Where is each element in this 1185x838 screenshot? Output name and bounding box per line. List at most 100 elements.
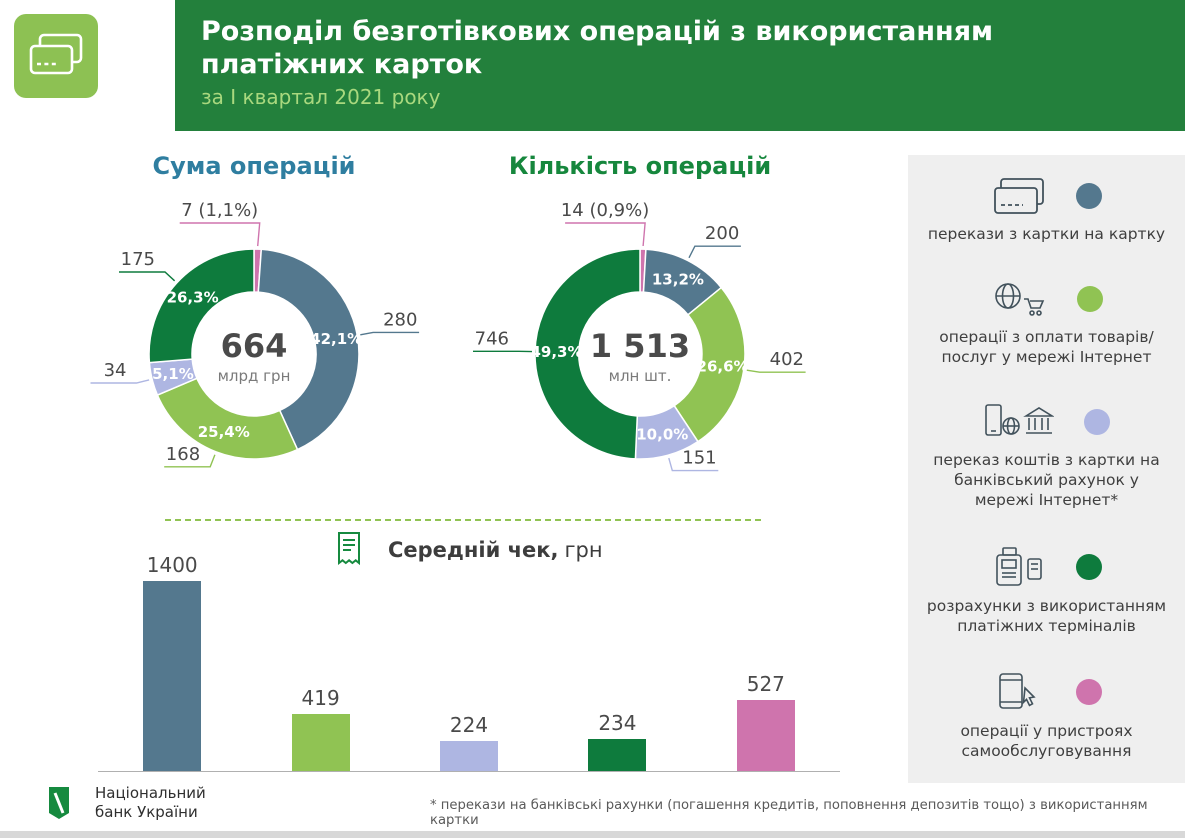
footnote: * перекази на банківські рахунки (погаше… xyxy=(430,798,1148,828)
donut-segment-green_dark xyxy=(534,248,641,460)
callout-line xyxy=(668,457,719,472)
donut-segment-green_dark xyxy=(148,248,255,364)
bar-slate xyxy=(143,581,202,771)
legend-item-3: розрахунки з використанням платіжних тер… xyxy=(920,546,1173,636)
legend-item-1: операції з оплати товарів/ послуг у мере… xyxy=(920,280,1173,367)
bar-value-label: 224 xyxy=(449,712,489,737)
donut-center-unit: млрд грн xyxy=(218,367,291,385)
donut-svg-count: 14 (0,9%) 13,2% 200 26,6% 402 10,0% 151 49,3% 74… xyxy=(473,200,806,472)
bar-pink xyxy=(736,699,795,771)
donut-callout: 746 xyxy=(475,328,509,349)
card-transfer-icon xyxy=(992,177,1046,215)
callout-line xyxy=(688,245,741,259)
nbu-name-line2: банк України xyxy=(95,802,198,821)
donut-center-value: 664 xyxy=(221,327,288,365)
donut-callout: 402 xyxy=(770,349,804,370)
donut-center-value: 1 513 xyxy=(590,327,690,365)
donut-title-count: Кількість операцій xyxy=(508,152,772,180)
bar-value-label: 1400 xyxy=(146,553,198,577)
internet-shopping-icon xyxy=(991,280,1047,318)
legend-row xyxy=(992,546,1102,587)
callout-line xyxy=(179,222,261,247)
legend-label: розрахунки з використанням платіжних тер… xyxy=(926,596,1167,635)
donut-segment-slate xyxy=(257,248,360,451)
donut-pct-label: 5,1% xyxy=(152,365,194,383)
donut-center-unit: млн шт. xyxy=(609,367,672,385)
donut-pct-label: 26,6% xyxy=(697,358,749,376)
legend-dot-pink xyxy=(1075,678,1102,705)
header: Розподіл безготівкових операцій з викори… xyxy=(175,0,1185,131)
donut-pct-label: 49,3% xyxy=(530,343,582,361)
nbu-footer: Національний банк України xyxy=(32,784,206,822)
card-icon xyxy=(29,33,83,75)
donut-title-sum: Сума операцій xyxy=(152,152,356,180)
callout-line xyxy=(746,369,806,373)
donut-chart-sum: Сума операцій 7 (1,1%) 42,1% 280 25,4% 168 5,… xyxy=(72,148,436,526)
bar-value-label: 234 xyxy=(598,711,637,736)
average-check-title: Середній чек, грн xyxy=(322,531,603,569)
average-check-unit: грн xyxy=(564,538,603,562)
bar-cell-3: 234 xyxy=(543,711,691,771)
legend-row xyxy=(992,672,1102,712)
legend-item-0: перекази з картки на картку xyxy=(920,177,1173,244)
donut-callout: 151 xyxy=(682,448,716,469)
legend-item-4: операції у пристроях самообслуговування xyxy=(920,672,1173,761)
bar-lavender xyxy=(440,740,499,771)
page-title-line2: платіжних карток xyxy=(201,49,483,81)
legend-label: перекази з картки на картку xyxy=(927,225,1166,243)
donut-callout: 34 xyxy=(104,360,127,381)
donut-callout: 14 (0,9%) xyxy=(561,200,649,221)
page-subtitle: за І квартал 2021 року xyxy=(201,84,441,109)
dashed-separator xyxy=(165,519,761,521)
legend-dot-green_light xyxy=(1076,286,1103,313)
legend-row xyxy=(984,403,1110,441)
average-check-bar-chart: 1400 419 224 234 527 xyxy=(98,546,840,772)
legend-dot-green_dark xyxy=(1075,553,1102,580)
callout-line xyxy=(565,222,646,247)
donut-callout: 280 xyxy=(383,309,417,330)
bar-value-label: 527 xyxy=(746,671,785,696)
donut-callout: 168 xyxy=(166,444,200,465)
donut-callout: 175 xyxy=(121,249,155,270)
donut-chart-count: Кількість операцій 14 (0,9%) 13,2% 200 26,6… xyxy=(458,148,822,526)
bar-value-label: 419 xyxy=(301,686,340,711)
donut-callout: 200 xyxy=(705,223,739,244)
legend-panel: перекази з картки на картку операції з оп… xyxy=(908,155,1185,783)
bar-cell-1: 419 xyxy=(246,686,394,771)
legend-row xyxy=(992,177,1102,215)
donut-pct-label: 26,3% xyxy=(167,288,219,306)
legend-row xyxy=(991,280,1103,318)
callout-line xyxy=(90,379,150,384)
card-to-bank-icon xyxy=(984,403,1054,441)
bar-cell-0: 1400 xyxy=(98,553,246,771)
legend-item-2: переказ коштів з картки на банківський р… xyxy=(920,403,1173,510)
legend-label: операції з оплати товарів/ послуг у мере… xyxy=(939,328,1154,367)
legend-label: переказ коштів з картки на банківський р… xyxy=(933,451,1160,510)
donut-pct-label: 42,1% xyxy=(310,330,362,348)
bar-cell-2: 224 xyxy=(395,713,543,771)
legend-label: операції у пристроях самообслуговування xyxy=(960,721,1133,760)
legend-dot-slate xyxy=(1075,183,1102,209)
legend-dot-lavender xyxy=(1083,409,1110,436)
page-title: Розподіл безготівкових операцій з викори… xyxy=(201,15,1175,82)
receipt-icon xyxy=(322,531,376,569)
page-title-line1: Розподіл безготівкових операцій з викори… xyxy=(201,16,994,47)
self-service-icon xyxy=(992,672,1046,712)
payment-card-badge xyxy=(14,14,98,98)
donut-svg-sum: 7 (1,1%) 42,1% 280 25,4% 168 5,1% 34 26,3% 175 66… xyxy=(90,200,420,468)
donut-pct-label: 10,0% xyxy=(636,425,688,443)
nbu-name-line1: Національний xyxy=(95,784,206,802)
bar-green_light xyxy=(291,714,350,771)
bar-green_dark xyxy=(588,739,647,771)
donut-pct-label: 25,4% xyxy=(198,423,250,441)
nbu-name: Національний банк України xyxy=(95,784,206,822)
donut-segment-green_light xyxy=(673,286,746,443)
donut-callout: 7 (1,1%) xyxy=(181,200,258,221)
donut-pct-label: 13,2% xyxy=(652,271,704,289)
average-check-text-bold: Середній чек, xyxy=(388,538,559,562)
callout-line xyxy=(360,331,420,336)
nbu-logo xyxy=(32,786,86,820)
callout-line xyxy=(119,271,176,282)
bottom-strip xyxy=(0,831,1185,838)
